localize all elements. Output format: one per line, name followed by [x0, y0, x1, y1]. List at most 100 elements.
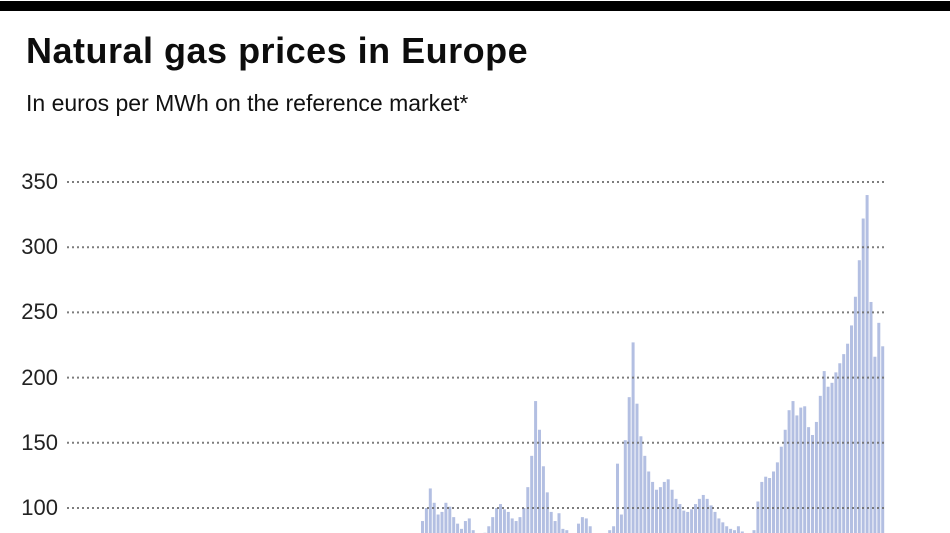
price-bar: [768, 478, 772, 533]
price-bar: [736, 526, 740, 533]
price-bar: [499, 504, 502, 533]
price-bar: [705, 498, 709, 533]
y-axis-tick-label: 100: [21, 495, 58, 520]
price-bar: [616, 463, 619, 533]
price-bar: [678, 504, 682, 533]
bar-series: [421, 195, 885, 533]
price-bar: [565, 530, 569, 533]
price-bar: [538, 429, 541, 533]
price-bar: [807, 427, 811, 533]
price-bar: [861, 218, 865, 533]
price-bar: [452, 517, 456, 533]
price-bar: [463, 521, 467, 533]
price-bar: [818, 395, 822, 533]
price-bar: [787, 410, 791, 533]
price-bar: [580, 517, 584, 533]
price-bar: [826, 386, 830, 533]
top-accent-bar: [0, 1, 950, 11]
price-bar: [635, 403, 639, 533]
y-axis-tick-label: 200: [21, 364, 58, 390]
price-bar: [627, 397, 631, 533]
price-bar: [694, 504, 697, 533]
chart-subtitle: In euros per MWh on the reference market…: [26, 90, 469, 116]
price-bar: [779, 446, 783, 533]
price-bar: [456, 523, 460, 533]
price-bar: [444, 502, 448, 533]
price-bar: [666, 479, 670, 533]
price-bar: [428, 488, 432, 533]
price-bar: [775, 462, 779, 533]
y-axis-tick-label: 250: [21, 299, 58, 325]
price-bar: [846, 343, 850, 533]
price-bar: [487, 526, 491, 533]
price-bar: [432, 502, 436, 533]
price-bar: [721, 522, 725, 533]
price-bar: [674, 498, 678, 533]
price-bar: [725, 526, 729, 533]
price-bar: [545, 492, 549, 533]
price-bar: [713, 511, 717, 533]
price-bar: [830, 382, 834, 533]
price-bar: [764, 476, 768, 533]
price-bar: [814, 421, 818, 533]
price-bar: [647, 471, 651, 533]
price-bar: [717, 518, 721, 533]
price-bar: [471, 530, 475, 533]
price-bar: [541, 466, 545, 533]
price-bar: [822, 371, 826, 533]
price-bar: [534, 401, 538, 533]
price-bar: [506, 511, 510, 533]
y-axis-tick-label: 150: [21, 429, 58, 455]
price-bar: [740, 531, 744, 533]
gridlines: [67, 181, 884, 509]
price-bar: [799, 407, 803, 533]
price-bar: [421, 521, 424, 533]
price-bar: [460, 528, 463, 533]
price-bar: [760, 481, 764, 533]
price-bar: [619, 514, 623, 533]
price-bar: [502, 509, 506, 533]
price-bar: [877, 322, 881, 533]
price-bar: [752, 530, 756, 533]
price-bar: [709, 505, 713, 533]
price-bar: [491, 517, 495, 533]
price-bar: [670, 489, 674, 533]
price-bar: [561, 528, 565, 533]
price-bar: [436, 514, 440, 533]
price-bar: [850, 325, 853, 533]
price-bar: [612, 526, 616, 533]
chart-title: Natural gas prices in Europe: [26, 30, 529, 71]
price-bar: [690, 509, 694, 533]
price-bar: [756, 501, 760, 533]
price-bar: [772, 471, 775, 533]
price-bar: [553, 521, 557, 533]
price-bar: [853, 296, 857, 533]
price-bar: [514, 521, 518, 533]
price-bar: [869, 301, 873, 533]
price-bar: [655, 489, 658, 533]
price-bar: [834, 372, 838, 533]
price-bar: [865, 195, 869, 533]
price-bar: [522, 508, 526, 533]
price-bar: [643, 455, 647, 533]
price-bar: [608, 530, 612, 533]
price-bar: [631, 342, 635, 533]
price-bar: [662, 481, 666, 533]
y-axis-tick-label: 350: [21, 169, 58, 194]
price-bar: [701, 494, 705, 533]
price-bar: [448, 506, 452, 533]
price-bar: [729, 528, 733, 533]
price-bar: [639, 436, 643, 533]
price-bar: [838, 363, 842, 533]
price-bar: [697, 498, 701, 533]
price-bar: [557, 513, 561, 533]
price-bar: [584, 518, 588, 533]
price-bar: [686, 511, 690, 533]
price-bar: [795, 415, 799, 533]
price-bar: [682, 510, 686, 533]
price-bar: [530, 455, 534, 533]
price-bar: [526, 487, 530, 533]
price-bar: [577, 523, 580, 533]
